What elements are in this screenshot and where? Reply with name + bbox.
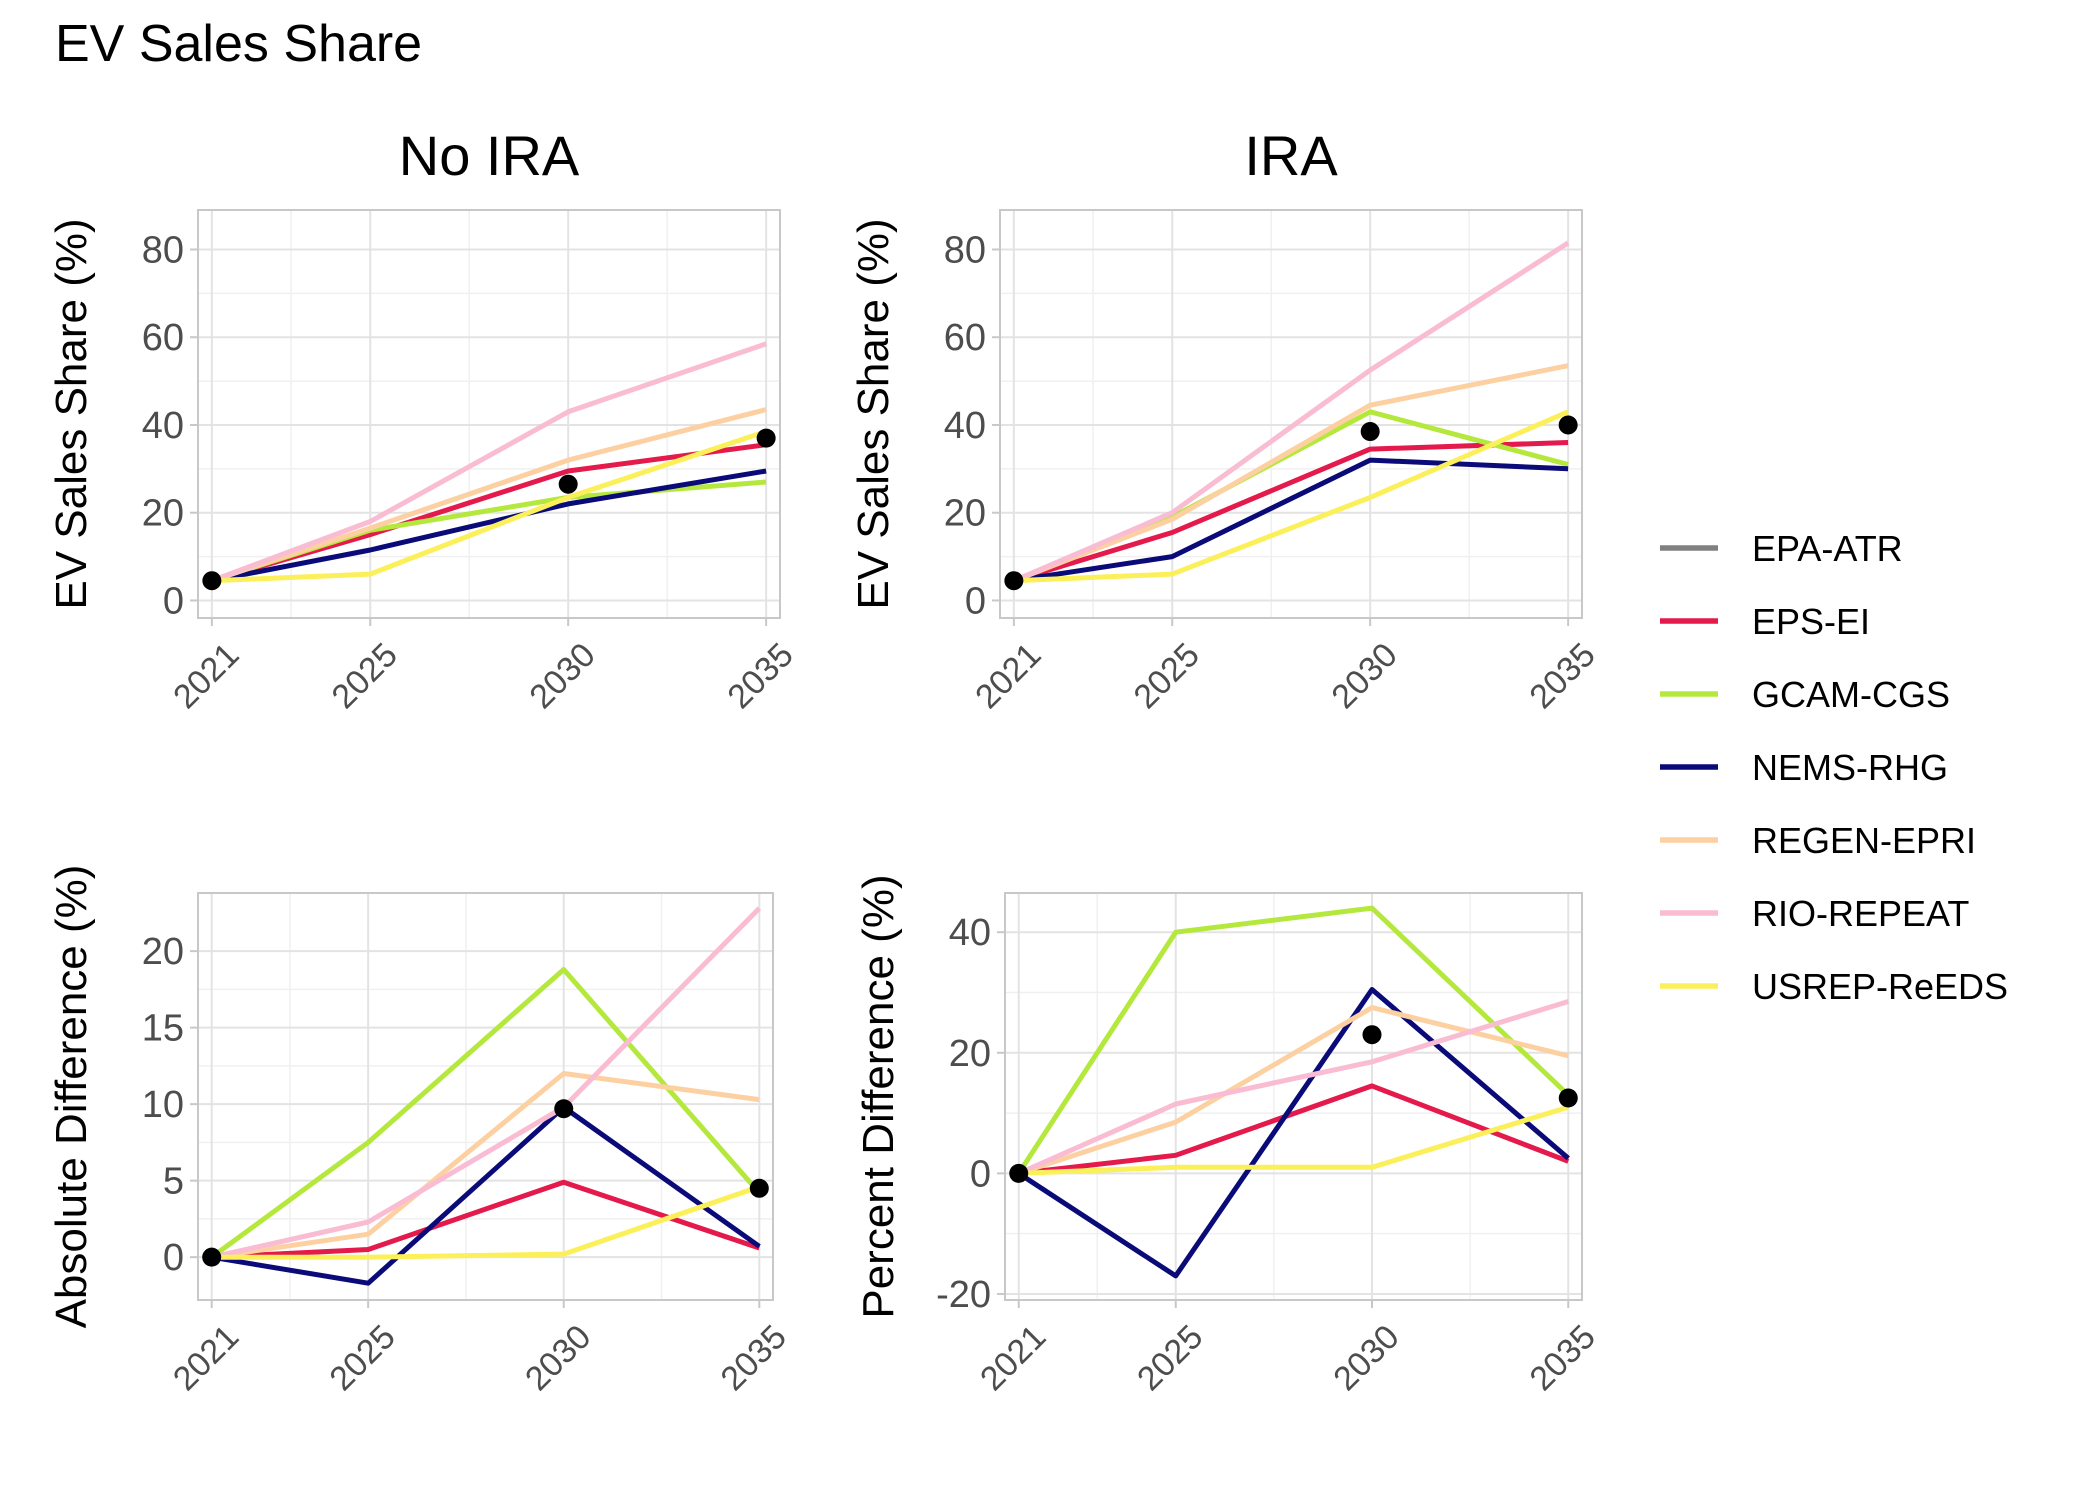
y-tick-label: 40 — [944, 405, 986, 447]
y-axis-title: EV Sales Share (%) — [849, 218, 898, 609]
series-line-rio-repeat — [211, 906, 762, 1260]
legend-item-gcam-cgs: GCAM-CGS — [1660, 674, 1950, 715]
data-point — [554, 1099, 574, 1119]
series-line-rio-repeat — [1017, 999, 1570, 1176]
y-tick-label: 20 — [949, 1033, 991, 1075]
legend-item-epa-atr: EPA-ATR — [1660, 528, 1903, 569]
data-point — [1009, 1163, 1029, 1183]
panel-border — [999, 209, 1583, 619]
series-line-usrep-reeds — [211, 1184, 761, 1260]
series-line-nems-rhg — [211, 1104, 761, 1286]
series-line-regen-epri — [211, 1071, 760, 1260]
legend-label: EPS-EI — [1752, 601, 1870, 642]
x-tick-label: 2021 — [166, 636, 246, 716]
y-tick-label: 0 — [163, 1237, 184, 1279]
series-line-usrep-reeds — [1013, 409, 1570, 584]
data-point — [558, 474, 578, 494]
panel-bottom-left: 0 5 10 15 20 2021 2025 2030 2035 Absolute Differe… — [47, 865, 794, 1399]
y-tick-label: 20 — [142, 931, 184, 973]
y-axis-title: EV Sales Share (%) — [47, 218, 96, 609]
x-tick-label: 2025 — [324, 636, 404, 716]
x-tick-label: 2021 — [973, 1318, 1053, 1398]
figure-title: EV Sales Share — [55, 15, 423, 73]
y-tick-label: -20 — [936, 1274, 991, 1316]
x-tick-label: 2025 — [1130, 1318, 1210, 1398]
data-point — [749, 1178, 769, 1198]
x-tick-label: 2030 — [1326, 1318, 1406, 1398]
series-line-gcam-cgs — [1016, 905, 1571, 1175]
y-tick-label: 60 — [142, 317, 184, 359]
legend-label: USREP-ReEDS — [1752, 966, 2008, 1007]
series-line-gcam-cgs — [210, 967, 762, 1260]
y-tick-label: 80 — [142, 229, 184, 271]
facet-title: IRA — [1244, 124, 1338, 187]
data-point — [202, 571, 222, 591]
y-tick-label: 15 — [142, 1008, 184, 1050]
series-line-rio-repeat — [1012, 240, 1570, 583]
legend: EPA-ATR EPS-EI GCAM-CGS NEMS-RHG REGEN-EPRI R… — [1660, 528, 2008, 1007]
chart-panels: 0 20 40 60 80 2021 2025 2030 2035 EV Sales Share … — [47, 124, 1603, 1398]
series-line-rio-repeat — [211, 341, 767, 584]
legend-label: REGEN-EPRI — [1752, 820, 1976, 861]
facet-title: No IRA — [399, 124, 580, 187]
data-point — [1558, 415, 1578, 435]
y-axis-title: Percent Difference (%) — [854, 874, 903, 1318]
series-line-nems-rhg — [211, 468, 767, 584]
x-tick-label: 2030 — [518, 1318, 598, 1398]
series-line-regen-epri — [1012, 363, 1569, 584]
y-tick-label: 10 — [142, 1084, 184, 1126]
legend-label: RIO-REPEAT — [1752, 893, 1969, 934]
x-tick-label: 2035 — [714, 1318, 794, 1398]
panel-border — [1004, 892, 1583, 1301]
x-tick-label: 2030 — [522, 636, 602, 716]
series-line-nems-rhg — [1017, 987, 1570, 1279]
legend-label: GCAM-CGS — [1752, 674, 1950, 715]
legend-item-usrep-reeds: USREP-ReEDS — [1660, 966, 2008, 1007]
x-tick-label: 2021 — [166, 1318, 246, 1398]
series-line-usrep-reeds — [1018, 1104, 1570, 1176]
x-tick-label: 2035 — [1522, 636, 1602, 716]
legend-label: EPA-ATR — [1752, 528, 1903, 569]
legend-item-regen-epri: REGEN-EPRI — [1660, 820, 1976, 861]
data-point — [202, 1247, 222, 1267]
y-tick-label: 0 — [163, 580, 184, 622]
data-point — [756, 428, 776, 448]
data-point — [1360, 422, 1380, 442]
panel-bottom-right: -20 0 20 40 2021 2025 2030 2035 Percent Differen… — [854, 874, 1603, 1398]
series-line-eps-ei — [1013, 440, 1569, 584]
y-tick-label: 0 — [965, 580, 986, 622]
legend-item-nems-rhg: NEMS-RHG — [1660, 747, 1948, 788]
y-tick-label: 60 — [944, 317, 986, 359]
y-tick-label: 40 — [949, 912, 991, 954]
data-point — [1362, 1025, 1382, 1045]
series-line-eps-ei — [211, 1179, 761, 1260]
x-tick-label: 2021 — [968, 636, 1048, 716]
data-point — [1004, 571, 1024, 591]
y-tick-label: 5 — [163, 1161, 184, 1203]
x-tick-label: 2025 — [322, 1318, 402, 1398]
legend-label: NEMS-RHG — [1752, 747, 1948, 788]
series-line-eps-ei — [1018, 1083, 1570, 1176]
series-line-nems-rhg — [1013, 457, 1569, 584]
panel-top-left: 0 20 40 60 80 2021 2025 2030 2035 EV Sales Share … — [47, 124, 801, 716]
y-tick-label: 80 — [944, 229, 986, 271]
x-tick-label: 2030 — [1324, 636, 1404, 716]
y-tick-label: 20 — [944, 493, 986, 535]
y-tick-label: 40 — [142, 405, 184, 447]
y-tick-label: 0 — [970, 1153, 991, 1195]
data-point — [1558, 1088, 1578, 1108]
y-axis-title: Absolute Difference (%) — [47, 865, 96, 1329]
panel-border — [197, 892, 774, 1301]
series-line-regen-epri — [211, 407, 767, 584]
x-tick-label: 2035 — [1523, 1318, 1603, 1398]
panel-top-right: 0 20 40 60 80 2021 2025 2030 2035 EV Sales Share … — [849, 124, 1603, 716]
y-tick-label: 20 — [142, 493, 184, 535]
x-tick-label: 2025 — [1126, 636, 1206, 716]
legend-item-eps-ei: EPS-EI — [1660, 601, 1870, 642]
series-line-usrep-reeds — [211, 429, 767, 584]
legend-item-rio-repeat: RIO-REPEAT — [1660, 893, 1969, 934]
panel-border — [197, 209, 781, 619]
x-tick-label: 2035 — [720, 636, 800, 716]
